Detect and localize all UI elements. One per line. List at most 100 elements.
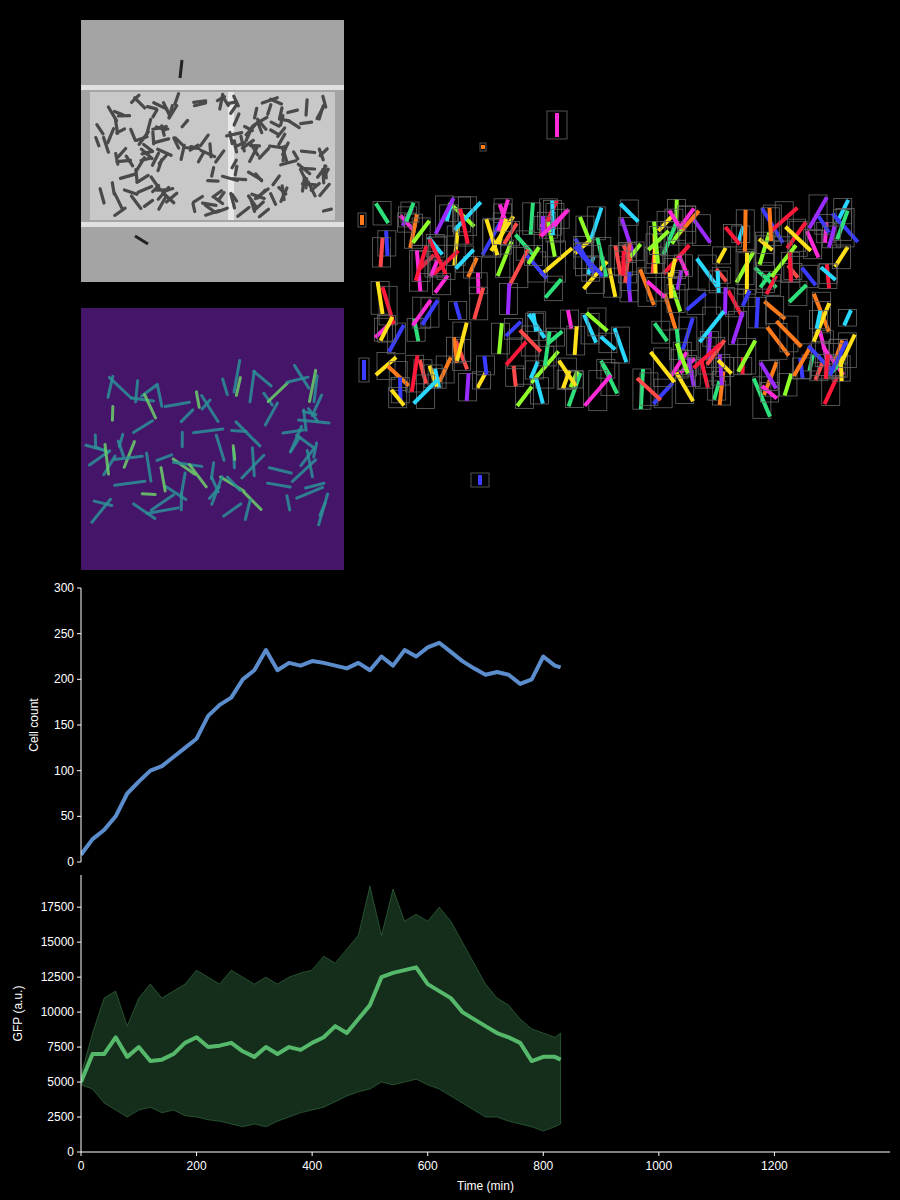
cell [317, 106, 324, 119]
fluor-cell [287, 377, 308, 382]
seg-cell [669, 210, 678, 225]
seg-cell [615, 246, 620, 275]
bbox [576, 216, 594, 243]
seg-cell [665, 294, 676, 329]
seg-cell [362, 360, 366, 380]
seg-cell [677, 343, 688, 373]
y-tick [77, 679, 81, 680]
fluorescence-image [81, 308, 344, 570]
seg-cell [536, 378, 543, 403]
y-tick [77, 1152, 81, 1153]
bbox [547, 111, 567, 139]
y-tick-label: 100 [54, 764, 74, 778]
cell [97, 125, 103, 134]
seg-cell [762, 208, 783, 243]
bbox [358, 213, 366, 227]
y-tick-label: 200 [54, 672, 74, 686]
x-axis-label: Time (min) [457, 1179, 514, 1193]
seg-cell [723, 288, 728, 315]
cell [144, 144, 153, 151]
seg-cell [460, 209, 468, 244]
y-tick [77, 633, 81, 634]
y-tick [77, 1117, 81, 1118]
cell [216, 151, 224, 162]
seg-cell [785, 227, 811, 251]
seg-cell [648, 231, 668, 250]
seg-cell [468, 258, 477, 277]
cell [318, 166, 326, 177]
cell [201, 150, 215, 156]
fluor-cell [308, 409, 317, 422]
seg-cell [413, 221, 430, 243]
bbox [761, 208, 779, 241]
cell [250, 144, 259, 148]
seg-cell [620, 204, 638, 222]
cell [232, 160, 236, 168]
cell [288, 110, 298, 112]
cell [271, 194, 276, 205]
bbox [373, 202, 391, 225]
seg-cell [789, 285, 806, 302]
seg-cell [771, 208, 797, 231]
cell [289, 121, 300, 128]
cell [325, 166, 326, 178]
fluor-cell [265, 403, 277, 425]
x-tick-label: 400 [302, 1159, 322, 1173]
cell [131, 129, 136, 140]
seg-cell [381, 238, 383, 267]
y-tick [77, 725, 81, 726]
seg-cell [454, 202, 481, 230]
channel-edge [81, 222, 344, 227]
cell [112, 183, 114, 194]
cell [118, 114, 129, 117]
bbox [819, 264, 837, 283]
cell [319, 149, 323, 160]
bbox [832, 245, 850, 269]
bbox [470, 287, 488, 320]
seg-cell [641, 369, 643, 409]
fluor-cell [124, 442, 134, 468]
cell [116, 154, 118, 165]
bbox [482, 220, 500, 257]
seg-cell [545, 332, 550, 366]
bbox [483, 218, 501, 256]
fluor-cell [233, 446, 235, 460]
seg-cell [439, 357, 450, 381]
seg-cell [738, 341, 755, 372]
seg-cell [510, 250, 528, 286]
bbox [371, 282, 389, 315]
bbox [620, 200, 638, 225]
cell [281, 188, 287, 201]
bbox [528, 252, 546, 282]
cell [282, 147, 286, 161]
seg-cell [647, 281, 665, 297]
cell [235, 166, 237, 175]
fluor-cell [94, 435, 97, 448]
fluor-cell [181, 410, 193, 422]
x-tick-label: 1000 [646, 1159, 673, 1173]
y-tick-label: 10000 [41, 1005, 75, 1019]
cell [217, 208, 227, 212]
cell [159, 196, 166, 209]
phase-bg [81, 20, 344, 282]
fluor-cell [319, 494, 328, 525]
bbox [737, 290, 755, 307]
cell [115, 208, 125, 215]
cell [136, 170, 137, 182]
x-tick [81, 1152, 82, 1156]
seg-cell [386, 231, 387, 256]
cell [231, 104, 237, 113]
seg-cell [754, 379, 770, 417]
microscopy-panels [81, 20, 858, 570]
cell [193, 204, 195, 212]
cell [260, 148, 269, 158]
seg-cell [837, 211, 847, 240]
y-tick-label: 17500 [41, 900, 75, 914]
fluor-cell [142, 492, 155, 496]
fluor-cell [145, 395, 156, 418]
cell [117, 129, 125, 133]
seg-cell [651, 352, 675, 382]
bbox [449, 302, 467, 320]
fluor-cell [180, 493, 183, 510]
cell [234, 141, 236, 152]
